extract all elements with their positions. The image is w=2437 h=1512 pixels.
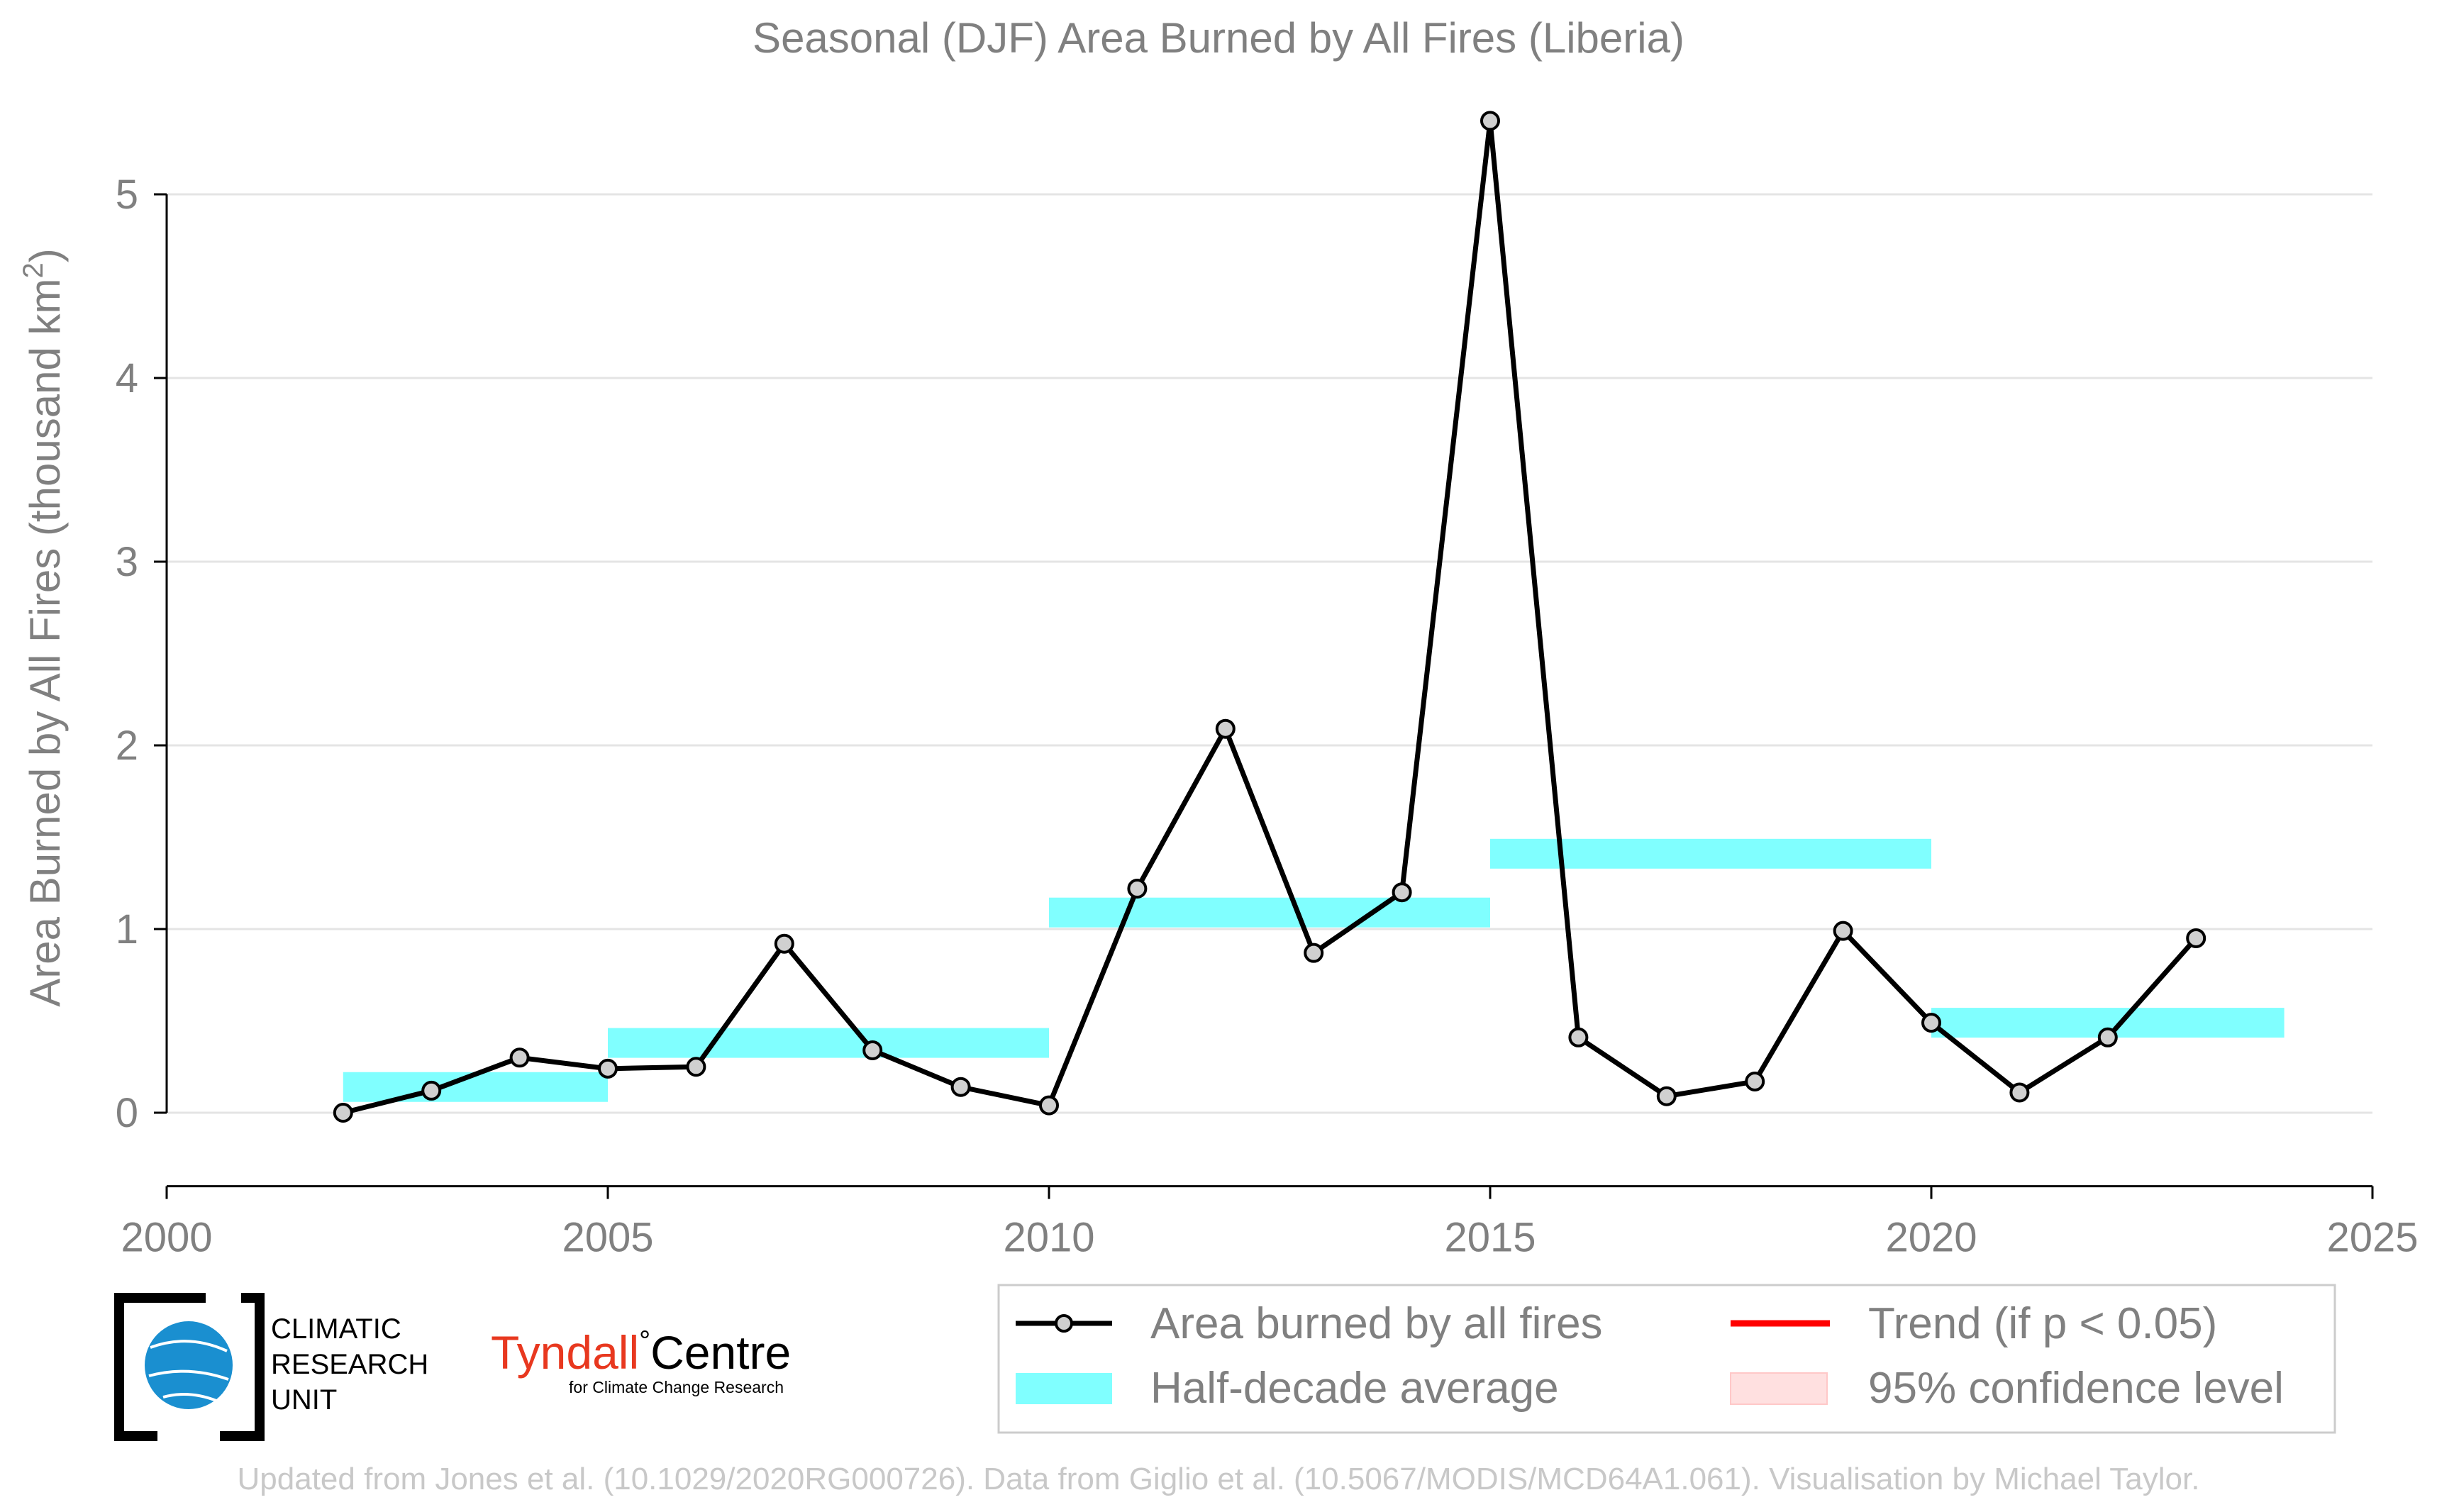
y-tick-label-4: 4 [116, 355, 138, 401]
series-layer [333, 111, 2206, 1123]
data-point-2018 [1745, 1071, 1765, 1091]
x-tick-label-2020: 2020 [1885, 1215, 1977, 1261]
x-tick-label-2005: 2005 [562, 1215, 653, 1261]
cru-frame [114, 1293, 265, 1441]
data-point-2022 [2097, 1027, 2118, 1047]
data-point-2016 [1568, 1027, 1589, 1047]
data-point-2007 [774, 933, 794, 954]
legend-label-area-burned: Area burned by all fires [1150, 1299, 1603, 1348]
legend: Area burned by all fires Trend (if p < 0… [997, 1284, 2336, 1434]
chart-title: Seasonal (DJF) Area Burned by All Fires … [753, 14, 1684, 62]
grid-layer [167, 193, 2372, 1114]
y-axis-label-main: Area Burned by All Fires (thousand km [21, 279, 69, 1007]
series-line [342, 118, 2198, 1116]
data-point-2019 [1833, 921, 1853, 941]
x-tick-label-2015: 2015 [1444, 1215, 1536, 1261]
y-tick-label-2: 2 [116, 723, 138, 769]
tyndall-wordmark: Tyndall°Centre [491, 1325, 791, 1379]
data-point-2006 [686, 1057, 706, 1077]
axis-layer: 0 1 2 3 4 5 2000 2005 2010 2015 2020 2025 [116, 172, 2419, 1261]
data-point-2011 [1127, 879, 1148, 899]
y-tick-label-0: 0 [116, 1090, 138, 1136]
data-point-2017 [1656, 1086, 1677, 1106]
data-point-2021 [2009, 1082, 2030, 1103]
y-axis-label-superscript: 2 [18, 262, 49, 278]
data-point-2003 [421, 1080, 442, 1101]
cru-text-line-2: RESEARCH [271, 1349, 428, 1380]
data-point-2010 [1039, 1095, 1059, 1116]
cru-logo: CLIMATIC RESEARCH UNIT [114, 1293, 428, 1441]
y-axis-label: Area Burned by All Fires (thousand km2) [18, 248, 69, 1006]
legend-marker [1055, 1314, 1073, 1333]
tyndall-subtitle: for Climate Change Research [569, 1378, 784, 1396]
data-point-2009 [950, 1077, 971, 1097]
legend-box [997, 1284, 2336, 1434]
data-point-2020 [1921, 1013, 1941, 1033]
x-tick-label-2025: 2025 [2326, 1215, 2418, 1261]
legend-label-half-decade: Half-decade average [1150, 1364, 1559, 1413]
y-tick-label-3: 3 [116, 539, 138, 585]
y-tick-label-5: 5 [116, 172, 138, 218]
data-point-2023 [2186, 928, 2206, 948]
data-point-2005 [598, 1058, 618, 1079]
data-point-2014 [1392, 882, 1412, 903]
half-decade-bar-2 [608, 1028, 1049, 1058]
data-point-2002 [333, 1103, 353, 1123]
data-point-2015 [1480, 111, 1500, 131]
cru-text-line-1: CLIMATIC [271, 1313, 401, 1345]
cru-text-line-3: UNIT [271, 1384, 337, 1416]
data-point-2008 [862, 1040, 883, 1060]
footer-credit: Updated from Jones et al. (10.1029/2020R… [238, 1462, 2200, 1496]
data-point-2012 [1215, 718, 1236, 739]
y-tick-label-1: 1 [116, 906, 138, 952]
cru-globe-icon [145, 1321, 233, 1409]
data-point-2013 [1304, 943, 1324, 963]
y-axis-label-close: ) [21, 248, 69, 262]
half-decade-bar-1 [343, 1072, 608, 1102]
tyndall-logo: Tyndall°Centre for Climate Change Resear… [491, 1325, 791, 1396]
half-decade-bar-4 [1490, 838, 1931, 869]
half-decade-average-layer [343, 838, 2285, 1102]
x-tick-label-2000: 2000 [121, 1215, 212, 1261]
legend-label-trend: Trend (if p < 0.05) [1868, 1299, 2217, 1348]
legend-half-decade-swatch [1016, 1373, 1112, 1404]
legend-label-confidence: 95% confidence level [1868, 1364, 2284, 1413]
data-point-2004 [509, 1047, 530, 1068]
half-decade-bar-3 [1049, 897, 1490, 928]
legend-confidence-swatch [1730, 1372, 1828, 1405]
x-tick-label-2010: 2010 [1003, 1215, 1094, 1261]
